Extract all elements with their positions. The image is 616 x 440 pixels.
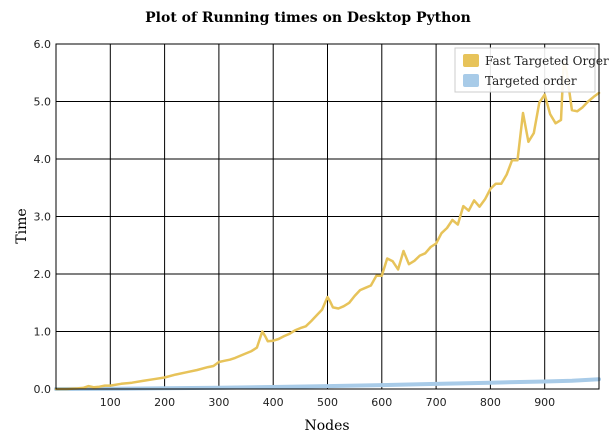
y-axis-title: Time [14, 208, 30, 243]
x-tick-label: 200 [154, 396, 175, 409]
legend-label-fast-targeted-orger: Fast Targeted Orger [485, 54, 609, 68]
x-tick-label: 500 [317, 396, 338, 409]
y-tick-label: 0.0 [34, 383, 52, 396]
legend-swatch-targeted-order [463, 74, 479, 87]
legend-swatch-fast-targeted-orger [463, 54, 479, 67]
x-tick-label: 300 [208, 396, 229, 409]
series-line-fast-targeted-orger [54, 61, 601, 391]
x-tick-label: 600 [371, 396, 392, 409]
x-tick-label: 800 [480, 396, 501, 409]
grid-lines [56, 44, 599, 389]
chart-title: Plot of Running times on Desktop Python [145, 10, 471, 26]
plot-frame [55, 43, 600, 390]
y-tick-label: 3.0 [34, 211, 52, 224]
y-tick-label: 1.0 [34, 326, 52, 339]
x-tick-label: 400 [263, 396, 284, 409]
y-tick-label: 2.0 [34, 268, 52, 281]
y-tick-label: 6.0 [34, 38, 52, 51]
y-tick-label: 4.0 [34, 153, 52, 166]
y-tick-label: 5.0 [34, 96, 52, 109]
legend: Fast Targeted Orger Targeted order [454, 47, 609, 93]
x-tick-label: 100 [100, 396, 121, 409]
x-tick-label: 700 [426, 396, 447, 409]
x-axis-title: Nodes [304, 418, 349, 434]
x-tick-label: 900 [534, 396, 555, 409]
series-line-targeted-order [54, 377, 601, 391]
legend-label-targeted-order: Targeted order [485, 74, 577, 88]
tick-labels: 100 200 300 400 500 600 700 800 900 0.0 1.0 2.0 3.0 4… [34, 38, 556, 409]
series-lines [54, 61, 601, 391]
